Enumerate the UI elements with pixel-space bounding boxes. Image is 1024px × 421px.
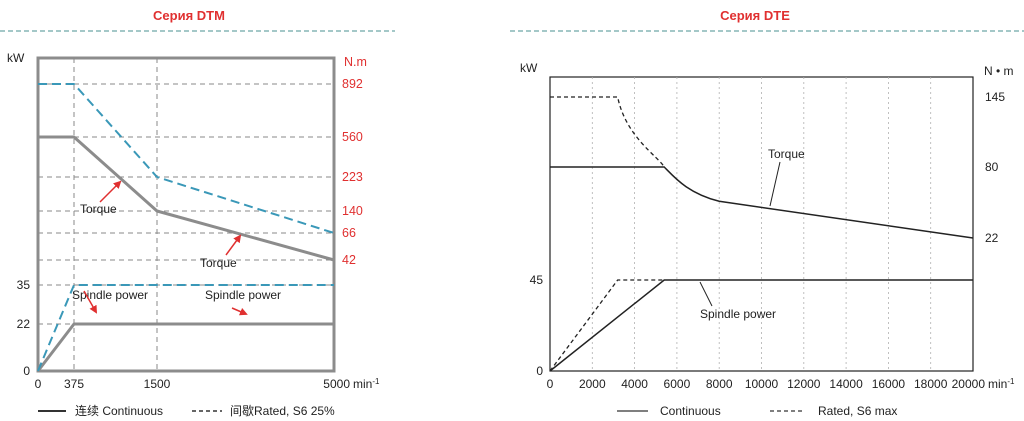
dte-right-tick-label: 80 [985, 160, 999, 174]
dtm-x-tick-label: 0 [35, 377, 42, 391]
dtm-x-unit-sup: -1 [372, 377, 380, 386]
dtm-spindle-label-rated: Spindle power [205, 288, 281, 302]
dtm-left-tick-label: 22 [17, 317, 31, 331]
dtm-x-tick-label: 375 [64, 377, 84, 391]
dte-curves [549, 96, 974, 372]
dte-x-tick-label: 10000 [745, 377, 779, 391]
red-pointer-arrow [99, 180, 122, 203]
dte-spindle-label: Spindle power [700, 307, 776, 321]
dtm-x-ticks: 0 375 1500 5000 [35, 377, 351, 391]
dte-right-tick-label: 145 [985, 90, 1005, 104]
dte-x-tick-label: 6000 [664, 377, 691, 391]
dte-x-tick-label: 12000 [787, 377, 821, 391]
dte-x-tick-label: 14000 [829, 377, 863, 391]
dte-x-tick-label: 16000 [872, 377, 906, 391]
dte-x-tick-label: 4000 [621, 377, 648, 391]
dte-x-tick-label: 0 [547, 377, 554, 391]
dtm-x-tick-label: 1500 [144, 377, 171, 391]
dtm-series-line [38, 135, 335, 262]
dtm-legend-continuous: 连续 Continuous [75, 403, 163, 418]
dtm-chart: kW N.m 0 22 35 892 560 223 140 66 42 0 375 1500 50… [7, 51, 380, 418]
dtm-right-tick-label: 42 [342, 253, 356, 267]
dte-x-tick-label: 20000 [952, 377, 986, 391]
dte-right-tick-label: 22 [985, 231, 999, 245]
dte-left-tick-label: 45 [530, 273, 544, 287]
dte-left-tick-label: 0 [536, 364, 543, 378]
dte-legend-continuous: Continuous [660, 404, 721, 418]
dtm-left-ticks: 0 22 35 [17, 278, 31, 378]
dtm-legend-rated: 间歇Rated, S6 25% [230, 404, 335, 418]
dtm-right-tick-label: 140 [342, 204, 363, 218]
dtm-right-tick-label: 892 [342, 77, 363, 91]
dte-spindle-leader [699, 281, 713, 307]
dte-torque-label: Torque [768, 147, 805, 161]
dtm-right-tick-label: 560 [342, 130, 363, 144]
dte-left-unit: kW [520, 61, 538, 75]
dte-chart: kW N • m 0 45 145 80 22 0 2000 4000 6000 8000 10… [520, 61, 1015, 418]
dte-x-tick-label: 2000 [579, 377, 606, 391]
dte-x-unit-base: min [988, 377, 1007, 391]
dtm-spindle-label-continuous: Spindle power [72, 288, 148, 302]
dtm-series-line [38, 83, 335, 234]
dtm-x-unit-base: min [353, 377, 372, 391]
dte-grid [591, 77, 932, 371]
dte-x-tick-label: 8000 [706, 377, 733, 391]
dte-right-ticks: 145 80 22 [985, 90, 1005, 245]
dte-left-ticks: 0 45 [530, 273, 544, 378]
dte-x-unit: min-1 [988, 377, 1015, 391]
red-pointer-arrow [83, 290, 97, 314]
red-pointer-arrow [225, 234, 242, 256]
dtm-right-tick-label: 66 [342, 226, 356, 240]
dtm-curves [36, 83, 335, 372]
dtm-left-tick-label: 0 [23, 364, 30, 378]
dtm-x-tick-label: 5000 [323, 377, 350, 391]
dtm-right-ticks: 892 560 223 140 66 42 [342, 77, 363, 267]
dte-torque-leader [769, 161, 781, 207]
dte-x-tick-label: 18000 [914, 377, 948, 391]
dtm-left-unit: kW [7, 51, 25, 65]
dtm-x-unit: min-1 [353, 377, 380, 391]
dte-right-unit: N • m [984, 64, 1014, 78]
dte-legend-rated: Rated, S6 max [818, 404, 897, 418]
dte-series-line [549, 279, 665, 372]
dtm-frame [36, 56, 336, 373]
dtm-title: Серия DTM [153, 8, 225, 23]
dtm-right-tick-label: 223 [342, 170, 363, 184]
red-pointer-arrow [231, 307, 248, 316]
dte-x-ticks: 0 2000 4000 6000 8000 10000 12000 14000 16000 180… [547, 377, 986, 391]
dte-series-line [549, 279, 973, 372]
dte-x-unit-sup: -1 [1007, 377, 1015, 386]
dtm-torque-label-continuous: Torque [80, 202, 117, 216]
dte-series-line [550, 96, 665, 168]
dtm-series-line [36, 322, 334, 372]
dtm-series-line [37, 284, 334, 372]
dtm-right-unit: N.m [344, 55, 367, 69]
dte-title: Серия DTE [720, 8, 790, 23]
dtm-left-tick-label: 35 [17, 278, 31, 292]
dtm-torque-label-rated: Torque [200, 256, 237, 270]
dte-series-line [550, 166, 974, 239]
dtm-arrows [83, 180, 248, 316]
